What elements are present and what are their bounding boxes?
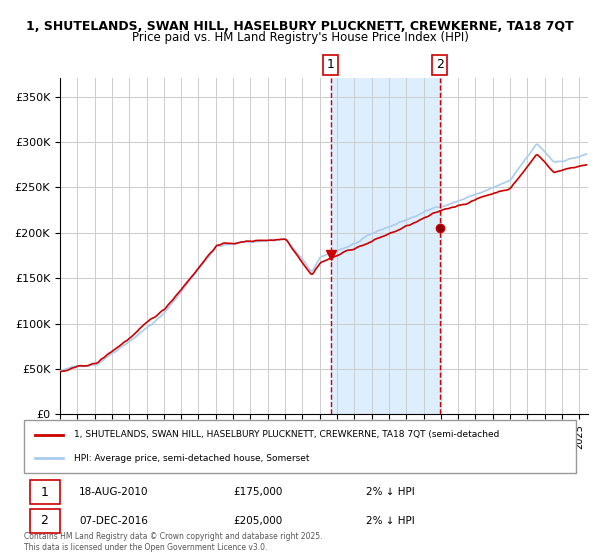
Text: 07-DEC-2016: 07-DEC-2016	[79, 516, 148, 526]
Text: £175,000: £175,000	[234, 487, 283, 497]
Text: 1, SHUTELANDS, SWAN HILL, HASELBURY PLUCKNETT, CREWKERNE, TA18 7QT (semi-detache: 1, SHUTELANDS, SWAN HILL, HASELBURY PLUC…	[74, 431, 499, 440]
Text: 2% ↓ HPI: 2% ↓ HPI	[366, 487, 415, 497]
Text: 18-AUG-2010: 18-AUG-2010	[79, 487, 149, 497]
FancyBboxPatch shape	[24, 420, 576, 473]
Text: 2% ↓ HPI: 2% ↓ HPI	[366, 516, 415, 526]
Text: £205,000: £205,000	[234, 516, 283, 526]
Text: 1: 1	[326, 58, 335, 72]
Text: 1, SHUTELANDS, SWAN HILL, HASELBURY PLUCKNETT, CREWKERNE, TA18 7QT: 1, SHUTELANDS, SWAN HILL, HASELBURY PLUC…	[26, 20, 574, 32]
Text: Price paid vs. HM Land Registry's House Price Index (HPI): Price paid vs. HM Land Registry's House …	[131, 31, 469, 44]
Text: 1: 1	[40, 486, 49, 498]
Text: 2: 2	[40, 515, 49, 528]
Text: Contains HM Land Registry data © Crown copyright and database right 2025.
This d: Contains HM Land Registry data © Crown c…	[24, 532, 323, 552]
Text: 2: 2	[436, 58, 443, 72]
Text: HPI: Average price, semi-detached house, Somerset: HPI: Average price, semi-detached house,…	[74, 454, 309, 463]
FancyBboxPatch shape	[29, 509, 60, 533]
Bar	[331, 78, 440, 414]
FancyBboxPatch shape	[29, 480, 60, 504]
